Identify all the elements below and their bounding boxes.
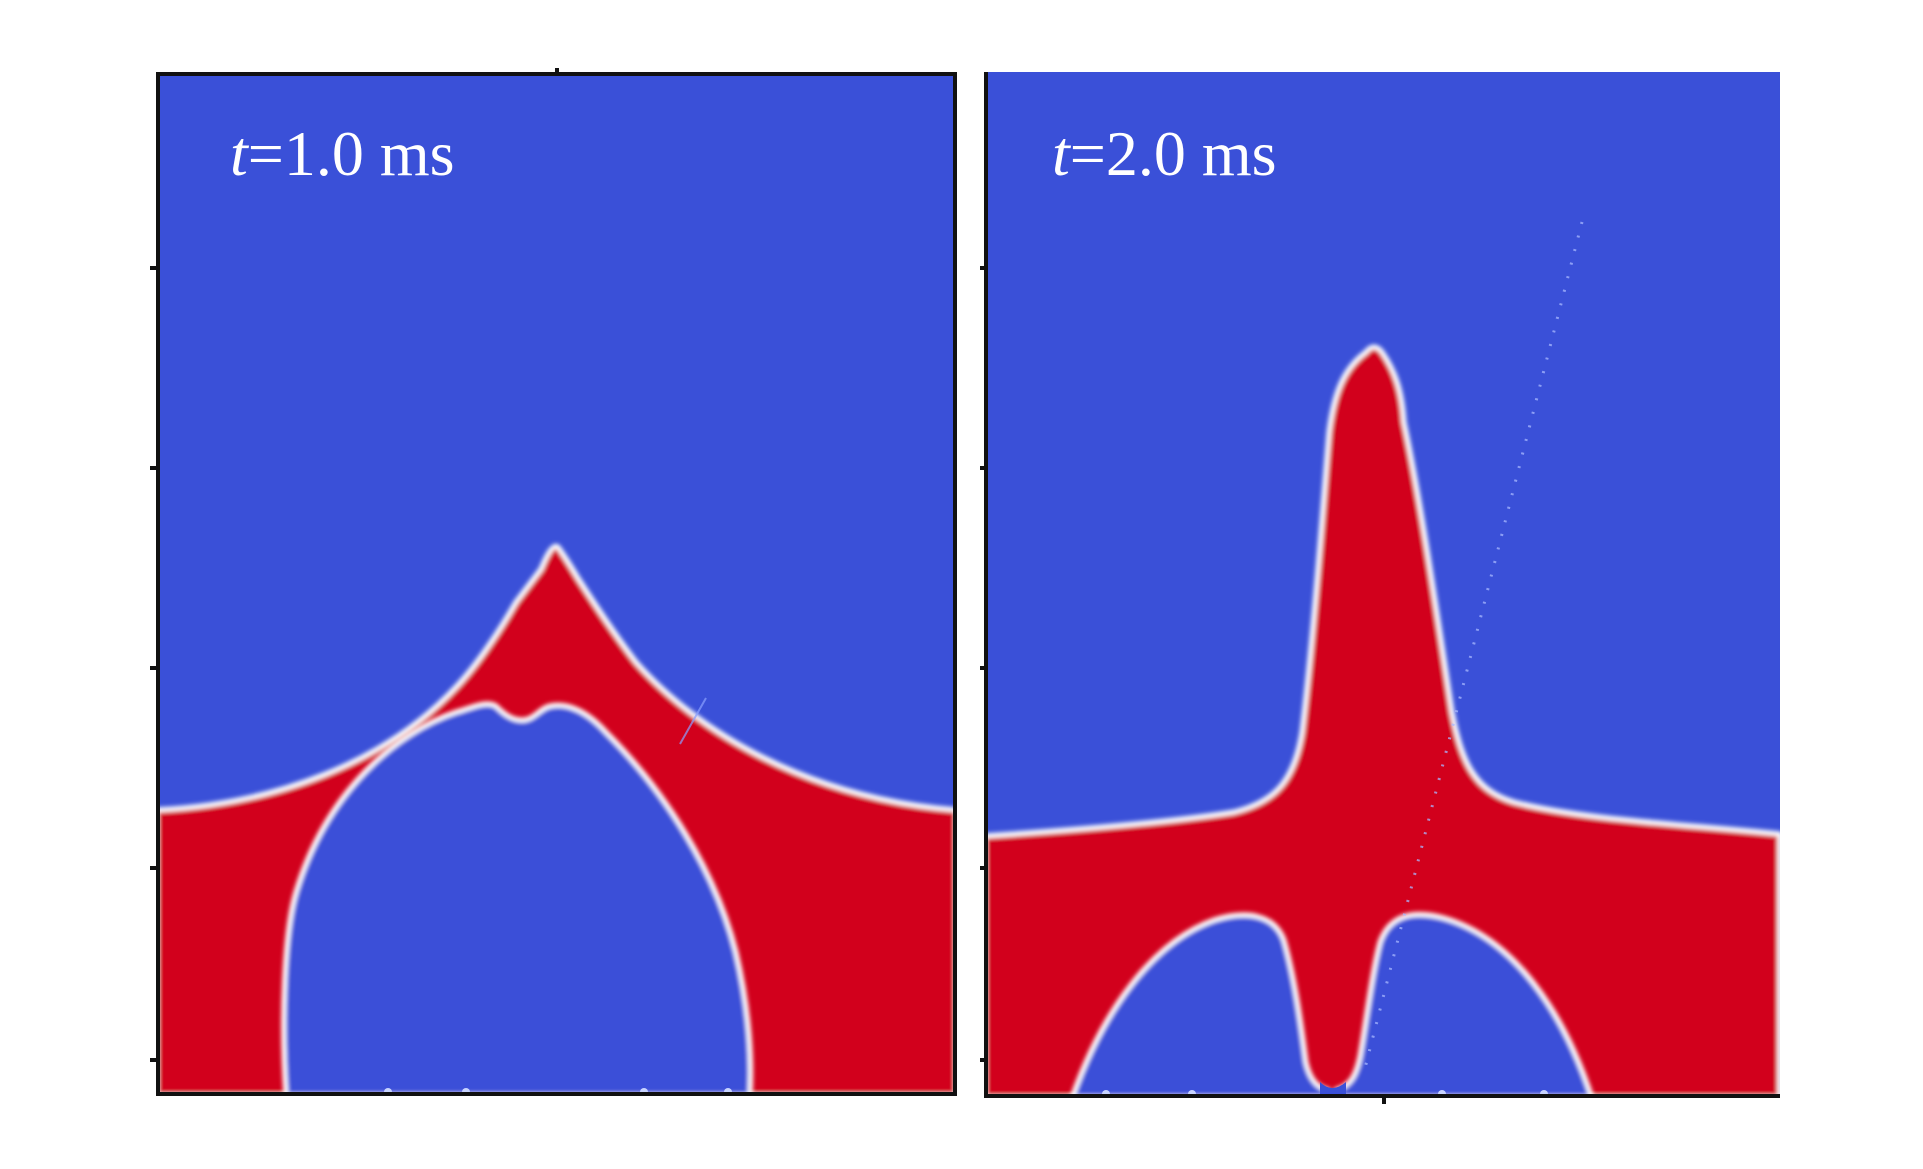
- axis-tick: [980, 1058, 986, 1062]
- time-label: t=2.0 ms: [1052, 122, 1277, 186]
- time-label: t=1.0 ms: [230, 122, 455, 186]
- time-value: =2.0 ms: [1069, 118, 1277, 189]
- axis-tick: [555, 68, 559, 74]
- droplet-speck: [640, 1088, 648, 1096]
- axis-tick: [980, 666, 986, 670]
- axis-tick: [150, 866, 156, 870]
- axis-tick: [150, 666, 156, 670]
- phase-field-image-t2: [984, 72, 1780, 1098]
- simulation-panel-t2: t=2.0 ms: [984, 72, 1780, 1098]
- phase-field-image-t1: [156, 72, 957, 1096]
- axis-tick: [1382, 1098, 1386, 1104]
- gas-cavity-right-region: [1333, 911, 1595, 1098]
- axis-tick: [150, 266, 156, 270]
- simulation-panel-t1: t=1.0 ms: [156, 72, 957, 1096]
- panel-frame-bottom: [984, 1094, 1780, 1098]
- gas-cavity-region: [281, 701, 754, 1096]
- gas-cavity-left-region: [1069, 912, 1331, 1098]
- droplet-speck: [462, 1088, 470, 1096]
- droplet-speck: [724, 1088, 732, 1096]
- panel-frame-left: [984, 72, 988, 1098]
- time-value: =1.0 ms: [247, 118, 455, 189]
- axis-tick: [980, 866, 986, 870]
- time-variable: t: [230, 118, 248, 189]
- numerical-streak: [679, 697, 707, 745]
- axis-tick: [980, 266, 986, 270]
- droplet-speck: [384, 1088, 392, 1096]
- axis-tick: [150, 466, 156, 470]
- axis-tick: [980, 466, 986, 470]
- axis-tick: [150, 1058, 156, 1062]
- liquid-jet-region: [984, 344, 1780, 1098]
- time-variable: t: [1052, 118, 1070, 189]
